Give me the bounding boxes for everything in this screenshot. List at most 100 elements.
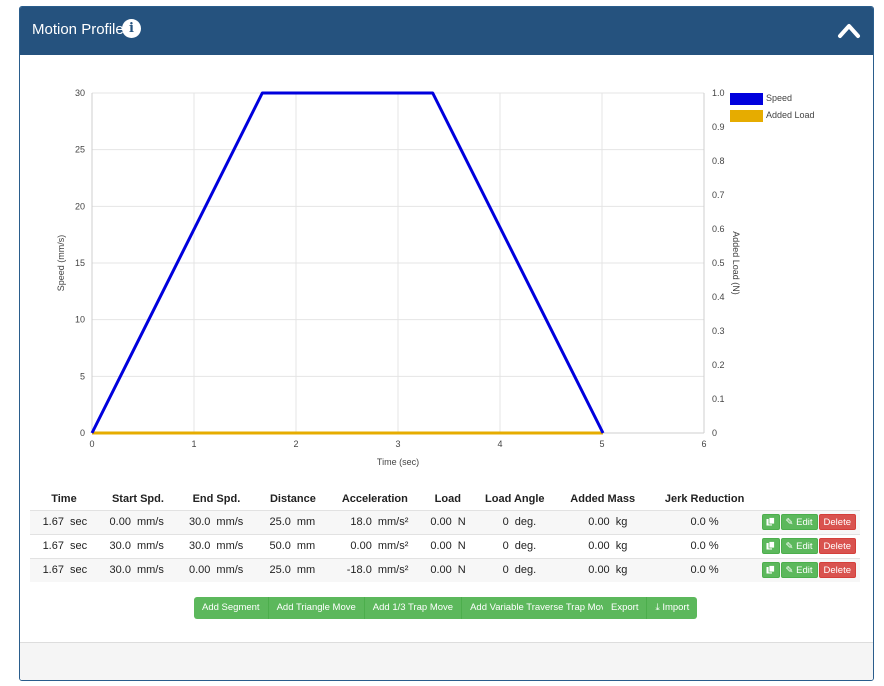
panel-header: Motion Profile i	[20, 7, 873, 55]
y2-tick-label: 0.8	[712, 156, 725, 166]
cell-start-speed-value: 30.0	[109, 564, 131, 577]
y2-tick-label: 0.9	[712, 122, 725, 132]
chevron-up-icon[interactable]	[837, 21, 861, 39]
col-header-distance: Distance	[269, 492, 316, 505]
edit-segment-button[interactable]: ✎ Edit	[780, 514, 818, 530]
cell-actions: ✎ Edit Delete	[756, 509, 860, 534]
edit-segment-button[interactable]: ✎ Edit	[780, 562, 818, 579]
cell-end-speed-unit: mm/s	[216, 540, 244, 552]
cell-time: 1.67 sec	[30, 509, 98, 534]
cell-start-speed-unit: mm/s	[136, 540, 164, 552]
cell-jerk-reduction: 0.0 %	[652, 557, 757, 582]
pencil-icon: ✎	[785, 541, 794, 552]
pencil-icon: ✎	[785, 565, 794, 577]
add-move-toolbar: Add Segment Add Triangle Move Add 1/3 Tr…	[194, 597, 619, 619]
x-tick-label: 1	[191, 439, 196, 449]
cell-added-mass-value: 0.00	[588, 540, 610, 552]
edit-segment-button[interactable]: ✎ Edit	[780, 538, 818, 554]
edit-label: Edit	[796, 565, 813, 577]
col-header-start-speed: Start Spd.	[111, 492, 164, 505]
cell-distance-value: 25.0	[269, 516, 291, 528]
x-tick-label: 5	[599, 439, 604, 449]
cell-acceleration-value: 18.0	[350, 516, 372, 528]
import-button[interactable]: ⤓ Import	[647, 597, 698, 619]
cell-distance-unit: mm	[296, 564, 316, 577]
cell-acceleration: 0.00 mm/s²	[330, 533, 419, 558]
import-label: Import	[662, 602, 690, 613]
cell-load: 0.00 N	[418, 509, 477, 534]
cell-load-unit: N	[457, 540, 466, 552]
table-row: 1.67 sec 0.00 mm/s 30.0 mm/s 25.0 mm 18.0 mm/s² 0.…	[30, 509, 860, 534]
col-header-load-angle: Load Angle	[485, 492, 545, 505]
cell-load-unit: N	[457, 516, 466, 528]
y2-tick-label: 0.5	[712, 258, 725, 268]
add-triangle-move-button[interactable]: Add Triangle Move	[268, 597, 365, 619]
cell-added-mass-unit: kg	[615, 516, 628, 528]
cell-distance: 25.0 mm	[254, 509, 331, 534]
cell-time: 1.67 sec	[30, 533, 98, 558]
cell-end-speed-value: 30.0	[189, 516, 211, 528]
cell-start-speed-unit: mm/s	[136, 516, 164, 528]
x-tick-label: 0	[89, 439, 94, 449]
series-line-speed	[90, 91, 605, 434]
y-tick-label: 30	[75, 88, 85, 98]
cell-end-speed-value: 0.00	[189, 564, 211, 577]
cell-distance-value: 50.0	[269, 540, 291, 552]
cell-load-value: 0.00	[430, 516, 452, 528]
cell-end-speed: 0.00 mm/s	[177, 557, 255, 582]
cell-added-mass-unit: kg	[615, 540, 628, 552]
y2-tick-label: 0.2	[712, 360, 725, 370]
cell-start-speed: 30.0 mm/s	[97, 557, 178, 582]
cell-end-speed: 30.0 mm/s	[177, 533, 255, 558]
x-tick-label: 3	[395, 439, 400, 449]
copy-segment-button[interactable]	[761, 514, 780, 530]
cell-load-angle-unit: deg.	[514, 540, 537, 552]
table-header-row: Time Start Spd. End Spd. Distance Accele…	[30, 488, 860, 510]
cell-time-value: 1.67	[42, 564, 64, 577]
info-icon[interactable]: i	[122, 19, 141, 38]
add-third-trap-move-button[interactable]: Add 1/3 Trap Move	[364, 597, 463, 619]
cell-start-speed-value: 0.00	[109, 516, 131, 528]
cell-time-unit: sec	[69, 516, 88, 528]
y-tick-label: 5	[80, 371, 85, 381]
y-axis-title: Speed (mm/s)	[56, 235, 66, 292]
cell-load: 0.00 N	[418, 533, 477, 558]
delete-segment-button[interactable]: Delete	[818, 514, 856, 530]
cell-time-unit: sec	[69, 564, 88, 577]
delete-segment-button[interactable]: Delete	[818, 538, 856, 554]
export-button[interactable]: Export	[603, 597, 648, 619]
cell-start-speed: 30.0 mm/s	[97, 533, 178, 558]
cell-distance-value: 25.0	[269, 564, 291, 577]
copy-segment-button[interactable]	[761, 538, 780, 554]
cell-load-angle-value: 0	[502, 540, 509, 552]
cell-actions: ✎ Edit Delete	[756, 533, 860, 558]
cell-distance: 25.0 mm	[254, 557, 331, 582]
cell-distance-unit: mm	[296, 516, 316, 528]
cell-added-mass-value: 0.00	[588, 516, 610, 528]
copy-segment-button[interactable]	[761, 562, 780, 579]
col-header-time: Time	[51, 492, 77, 505]
cell-start-speed: 0.00 mm/s	[97, 509, 178, 534]
cell-start-speed-value: 30.0	[109, 540, 131, 552]
col-header-load: Load	[434, 492, 461, 505]
add-variable-traverse-trap-move-button[interactable]: Add Variable Traverse Trap Move	[462, 597, 619, 619]
cell-added-mass: 0.00 kg	[552, 557, 653, 582]
y2-tick-label: 0	[712, 428, 717, 438]
cell-added-mass-value: 0.00	[588, 564, 610, 577]
panel-footer	[20, 642, 873, 680]
cell-acceleration-value: -18.0	[346, 564, 372, 577]
cell-added-mass-unit: kg	[615, 564, 628, 577]
col-header-added-mass: Added Mass	[570, 492, 636, 505]
add-segment-button[interactable]: Add Segment	[194, 597, 269, 619]
cell-time-value: 1.67	[42, 540, 64, 552]
cell-jerk-reduction: 0.0 %	[652, 533, 757, 558]
legend-label-speed: Speed	[766, 93, 793, 103]
cell-end-speed-value: 30.0	[189, 540, 211, 552]
y2-tick-label: 1.0	[712, 88, 725, 98]
y2-tick-label: 0.1	[712, 394, 725, 404]
edit-label: Edit	[796, 541, 813, 552]
cell-load: 0.00 N	[418, 557, 477, 582]
y-tick-label: 15	[75, 258, 85, 268]
delete-segment-button[interactable]: Delete	[818, 562, 856, 579]
